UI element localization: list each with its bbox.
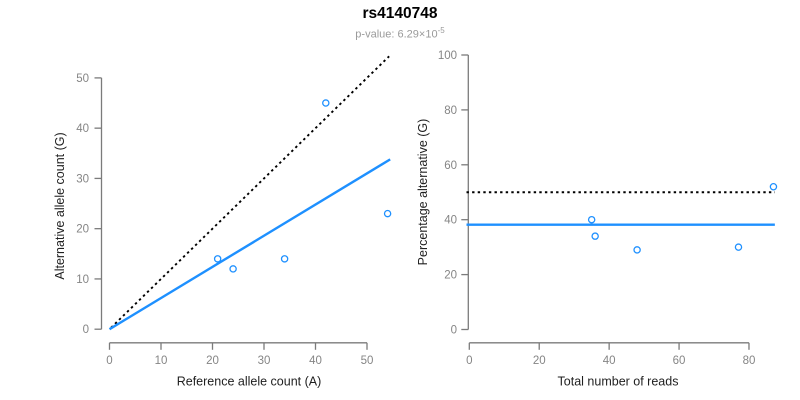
y-tick-label: 20: [444, 270, 457, 282]
data-point: [322, 99, 330, 107]
fit-line: [108, 158, 391, 331]
x-tick-label: 20: [206, 355, 219, 367]
y-tick-label: 60: [444, 160, 457, 172]
x-tick-label: 10: [155, 355, 168, 367]
data-point: [213, 255, 222, 263]
plot-title: rs4140748: [362, 5, 438, 22]
p-value-text: p-value: 6.29×10: [355, 28, 438, 41]
data-point: [383, 209, 392, 218]
x-tick-label: 0: [106, 355, 112, 367]
y-tick-label: 30: [76, 173, 89, 185]
x-tick-label: 0: [466, 355, 472, 367]
identity-line: [110, 55, 390, 329]
allele-counts-panel: 0 10 20 30 40 50 0 10 20 30 40 50 Reference allele c…: [53, 55, 392, 389]
data-point: [587, 215, 596, 224]
x-axis-title: Total number of reads: [558, 375, 679, 389]
p-value-subtitle: p-value: 6.29×10-5: [0, 24, 800, 42]
p-value-exponent: -5: [437, 26, 445, 35]
x-tick-label: 50: [361, 355, 374, 367]
x-axis-title: Reference allele count (A): [177, 375, 322, 389]
x-tick-label: 40: [309, 355, 322, 367]
data-point: [734, 243, 743, 251]
x-tick-label: 40: [603, 355, 616, 367]
y-axis-title: Percentage alternative (G): [416, 119, 430, 266]
y-tick-label: 100: [438, 50, 457, 62]
data-point: [280, 255, 289, 263]
y-axis-title: Alternative allele count (G): [53, 132, 67, 279]
y-tick-label: 50: [76, 73, 89, 85]
y-tick-label: 10: [76, 274, 89, 286]
x-tick-label: 60: [673, 355, 686, 367]
y-tick-label: 20: [76, 224, 89, 236]
y-tick-label: 40: [444, 215, 457, 227]
y-tick-label: 0: [83, 324, 89, 336]
y-tick-label: 0: [451, 325, 457, 337]
data-point: [591, 232, 599, 240]
plot-header: rs4140748 p-value: 6.29×10-5: [0, 5, 800, 42]
y-tick-label: 40: [76, 123, 89, 135]
data-point: [769, 183, 778, 191]
x-tick-label: 80: [743, 355, 756, 367]
x-tick-label: 20: [533, 355, 546, 367]
y-tick-label: 80: [444, 105, 457, 117]
data-point: [633, 246, 641, 254]
x-tick-label: 30: [258, 355, 271, 367]
data-point: [229, 265, 237, 273]
percentage-alternative-panel: 0 20 40 60 80 100 0 20 40 60 80 Total number of rea…: [416, 50, 778, 389]
